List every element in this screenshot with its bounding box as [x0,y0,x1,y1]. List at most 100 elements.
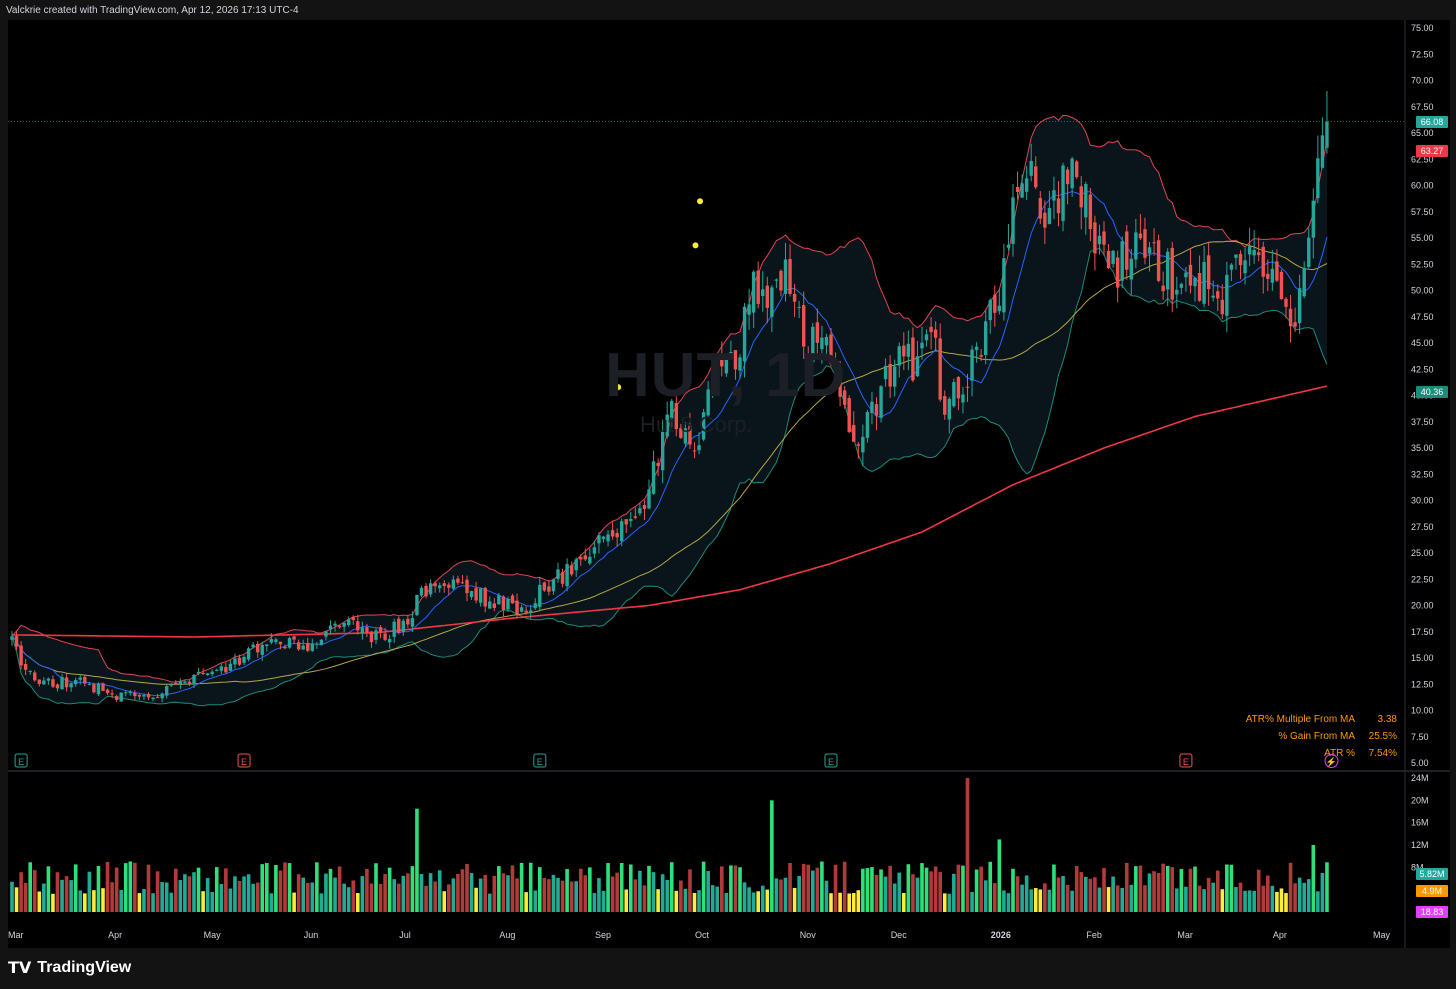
volume-bar[interactable] [633,879,638,912]
volume-bar[interactable] [401,875,406,912]
candle[interactable] [924,329,929,347]
volume-bar[interactable] [697,890,701,912]
candle[interactable] [1197,255,1202,302]
candle[interactable] [242,655,246,666]
candle[interactable] [1288,294,1293,343]
candle[interactable] [792,284,797,318]
candle[interactable] [201,668,205,675]
candle[interactable] [1047,190,1052,225]
candle[interactable] [1243,247,1247,285]
candle[interactable] [387,634,392,649]
candle[interactable] [729,340,733,360]
volume-bar[interactable] [606,863,610,912]
candle[interactable] [865,409,870,443]
volume-bar[interactable] [560,880,565,912]
candle[interactable] [802,291,806,359]
candle[interactable] [333,620,337,632]
volume-bar[interactable] [114,867,119,912]
candle[interactable] [688,412,692,450]
candle[interactable] [37,679,41,687]
volume-bar[interactable] [583,875,588,912]
volume-bar[interactable] [387,867,392,912]
candle[interactable] [1020,174,1024,198]
candle[interactable] [697,432,701,455]
volume-bar[interactable] [1184,886,1188,912]
candle[interactable] [592,540,597,559]
volume-bar[interactable] [1247,890,1252,912]
candle[interactable] [1029,143,1033,182]
volume-bar[interactable] [260,864,265,912]
volume-bar[interactable] [105,861,110,912]
volume-bar[interactable] [1102,868,1106,912]
volume-bar[interactable] [883,876,888,912]
candle[interactable] [14,631,19,651]
candle[interactable] [306,637,310,653]
candle[interactable] [620,518,624,547]
candle[interactable] [1275,249,1279,283]
volume-bar[interactable] [1320,872,1325,912]
candle[interactable] [883,358,888,387]
candle[interactable] [96,682,101,697]
candle[interactable] [1052,176,1056,220]
candle[interactable] [638,503,642,516]
volume-bar[interactable] [647,865,651,912]
volume-bar[interactable] [792,887,797,912]
volume-bar[interactable] [233,876,237,912]
volume-bar[interactable] [638,870,642,912]
candle[interactable] [224,662,228,674]
candle[interactable] [415,594,419,617]
volume-bar[interactable] [1043,883,1047,912]
candle[interactable] [674,392,678,437]
volume-bar[interactable] [751,892,756,912]
volume-bar[interactable] [1297,877,1302,912]
volume-bar[interactable] [406,873,410,912]
volume-bar[interactable] [1270,885,1275,912]
candle[interactable] [888,355,892,398]
candle[interactable] [428,579,433,598]
candle[interactable] [87,681,92,686]
volume-bar[interactable] [902,892,906,912]
volume-bar[interactable] [287,863,292,912]
volume-bar[interactable] [952,873,956,912]
candle[interactable] [205,673,210,676]
volume-bar[interactable] [851,893,856,912]
volume-bar[interactable] [1306,879,1311,912]
candle[interactable] [943,390,947,420]
candle[interactable] [597,532,601,554]
candle[interactable] [419,585,424,598]
volume-bar[interactable] [688,869,692,912]
volume-bar[interactable] [610,876,615,912]
candle[interactable] [142,693,146,700]
candle[interactable] [119,692,123,702]
candle[interactable] [1002,244,1006,321]
volume-bar[interactable] [137,893,142,912]
candle[interactable] [565,558,569,592]
volume-bar[interactable] [519,862,524,912]
volume-bar[interactable] [1020,884,1024,912]
volume-bar[interactable] [128,861,133,912]
volume-bar[interactable] [1325,862,1329,912]
volume-bar[interactable] [1302,882,1306,912]
candle[interactable] [1102,221,1106,256]
volume-bar[interactable] [824,880,829,912]
candle[interactable] [433,580,437,593]
volume-bar[interactable] [55,872,60,912]
volume-bar[interactable] [1011,868,1015,912]
volume-bar[interactable] [569,881,574,912]
candle[interactable] [579,554,583,566]
volume-bar[interactable] [328,868,333,912]
volume-bar[interactable] [64,876,69,912]
volume-bar[interactable] [1206,877,1211,912]
candle[interactable] [1170,241,1174,313]
candle[interactable] [765,276,769,324]
candle[interactable] [1152,228,1156,256]
volume-bar[interactable] [911,874,915,912]
volume-bar[interactable] [433,881,437,912]
candle[interactable] [1161,271,1165,300]
volume-bar[interactable] [424,885,428,912]
volume-bar[interactable] [565,869,569,912]
volume-bar[interactable] [174,868,178,912]
candle[interactable] [265,644,269,652]
volume-bar[interactable] [92,890,96,912]
volume-bar[interactable] [947,893,952,912]
